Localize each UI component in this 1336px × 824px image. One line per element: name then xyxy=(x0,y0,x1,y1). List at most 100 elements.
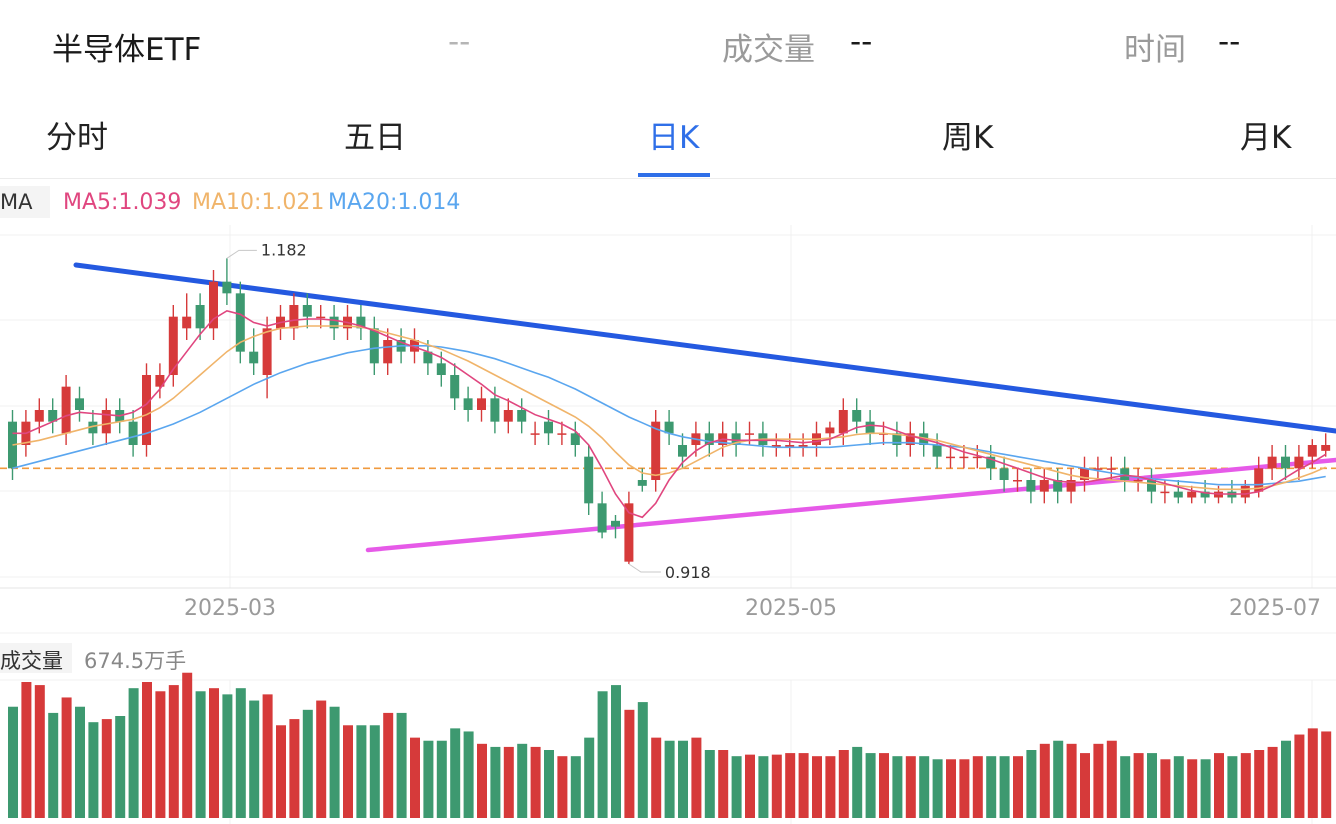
ma5-line xyxy=(12,309,1327,519)
candle-body xyxy=(1200,491,1210,498)
volume-bar xyxy=(704,750,715,818)
candle-body xyxy=(289,305,299,329)
volume-bar xyxy=(356,725,367,818)
candle-body xyxy=(852,410,862,422)
candle-body xyxy=(1173,491,1183,498)
volume-bar xyxy=(932,759,943,818)
volume-bar xyxy=(1214,753,1224,818)
volume-bar xyxy=(450,728,461,818)
support-trendline xyxy=(365,457,1336,553)
volume-indicator-tag[interactable]: 成交量 xyxy=(0,649,63,673)
x-tick-label: 2025-05 xyxy=(745,596,837,621)
volume-bar xyxy=(691,737,702,818)
candle-body xyxy=(1147,480,1156,492)
volume-bar xyxy=(61,697,72,818)
tab-weekly-k[interactable]: 周K xyxy=(942,120,994,156)
candle-body xyxy=(477,398,486,410)
volume-bar xyxy=(1080,753,1090,818)
candle-body xyxy=(34,410,44,422)
tab-intraday[interactable]: 分时 xyxy=(46,120,108,156)
candle-body xyxy=(155,375,165,387)
volume-bar xyxy=(155,691,166,818)
candle-body xyxy=(1026,480,1036,492)
volume-bar xyxy=(1254,750,1265,818)
candle-body xyxy=(544,421,553,434)
volume-bar xyxy=(785,753,796,818)
volume-bar xyxy=(1013,756,1023,818)
candle-body xyxy=(664,421,674,434)
candle-body xyxy=(905,433,915,445)
candle-body xyxy=(825,427,835,434)
volume-bar xyxy=(289,719,300,818)
volume-bar xyxy=(771,754,782,818)
candle-body xyxy=(262,328,272,375)
volume-layer xyxy=(8,672,1332,818)
volume-tag-background xyxy=(0,643,72,673)
volume-bar xyxy=(664,740,675,818)
volume-bar xyxy=(812,756,822,818)
volume-total: 674.5万手 xyxy=(84,649,187,673)
volume-bar xyxy=(972,756,983,818)
candle-body xyxy=(142,375,151,445)
candle-body xyxy=(168,316,178,375)
time-value: -- xyxy=(1218,24,1241,60)
volume-bar xyxy=(1093,743,1104,818)
volume-bar xyxy=(1026,750,1037,818)
volume-bar xyxy=(249,700,260,818)
volume-bar xyxy=(999,756,1010,818)
candle-body xyxy=(249,351,259,364)
volume-bar xyxy=(222,694,233,818)
tab-daily-k[interactable]: 日K xyxy=(648,120,700,156)
ma-indicator-tag[interactable]: MA xyxy=(0,190,33,214)
candle-body xyxy=(1321,445,1331,451)
volume-bar xyxy=(463,731,474,818)
volume-bar xyxy=(1187,759,1198,818)
volume-bar xyxy=(1281,740,1291,818)
page-title: 半导体ETF xyxy=(52,32,202,68)
time-label: 时间 xyxy=(1124,32,1186,68)
volume-bar xyxy=(235,688,246,818)
candle-body xyxy=(1187,491,1197,498)
tab-monthly-k[interactable]: 月K xyxy=(1240,120,1292,156)
volume-bar xyxy=(959,759,970,818)
ma20-line xyxy=(12,344,1326,486)
candle-body xyxy=(1080,468,1089,480)
volume-bar xyxy=(892,756,903,818)
volume-bar xyxy=(1294,734,1305,818)
volume-bar xyxy=(584,737,595,818)
volume-bar xyxy=(624,709,635,818)
candle-body xyxy=(450,375,460,399)
volume-bar xyxy=(396,712,407,818)
volume-bar xyxy=(88,722,99,818)
tab-five-day[interactable]: 五日 xyxy=(344,120,406,156)
volume-bar xyxy=(637,702,648,818)
volume-bar xyxy=(48,712,59,818)
volume-bar xyxy=(1053,740,1064,818)
volume-bar xyxy=(678,740,688,818)
volume-bar xyxy=(369,725,380,818)
candle-body xyxy=(584,456,594,504)
candle-body xyxy=(946,456,955,459)
volume-bar xyxy=(343,725,353,818)
candle-body xyxy=(570,433,580,445)
candle-body xyxy=(999,468,1009,480)
high-annotation-label: 1.182 xyxy=(261,240,307,259)
volume-bar xyxy=(530,746,541,818)
candle-body xyxy=(1254,468,1264,492)
volume-bar xyxy=(838,750,849,818)
volume-bar xyxy=(865,753,876,818)
candle-body xyxy=(195,305,205,329)
volume-bar xyxy=(718,750,729,818)
annotation-layer: 1.182 0.918 xyxy=(226,240,711,582)
volume-bar xyxy=(758,756,769,818)
candle-body xyxy=(972,456,982,459)
ma5-legend: MA5:1.039 xyxy=(63,190,182,215)
volume-bar xyxy=(1066,743,1077,818)
candle-body xyxy=(986,456,996,469)
candle-body xyxy=(932,445,942,457)
volume-bar xyxy=(731,756,742,818)
volume-bar xyxy=(946,759,956,818)
candle-body xyxy=(88,421,98,434)
x-axis-layer: 2025-03 2025-05 2025-07 xyxy=(184,596,1321,621)
